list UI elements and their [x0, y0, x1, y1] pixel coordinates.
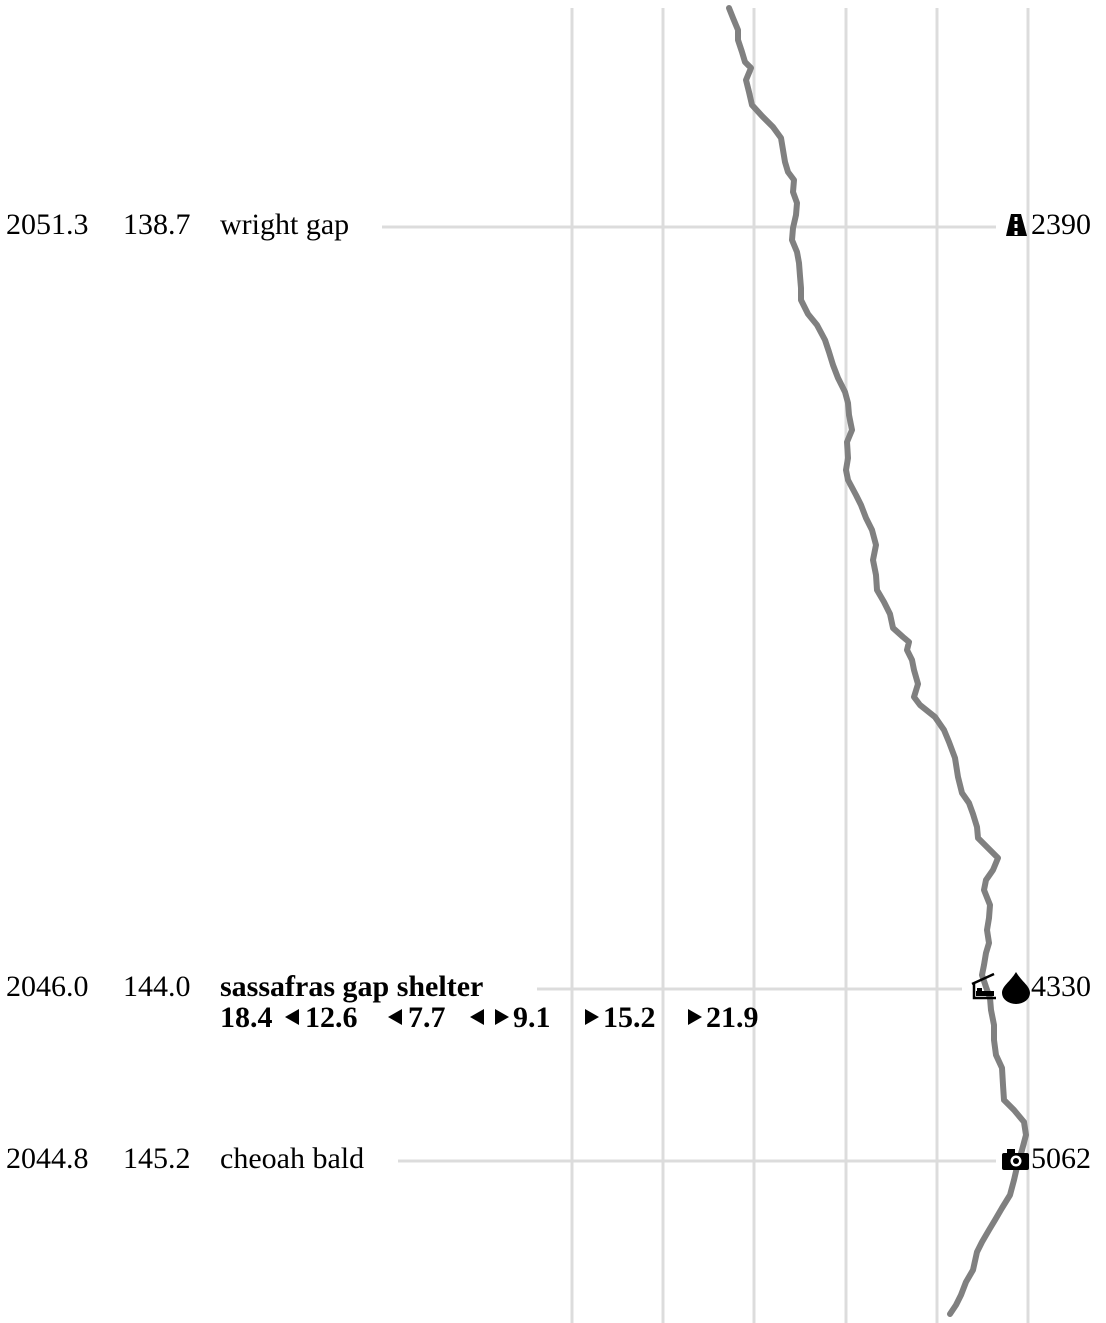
- sobo-mile: 144.0: [123, 970, 191, 1003]
- arrow-left-icon: [470, 1009, 484, 1025]
- nobo-mile: 2044.8: [6, 1142, 89, 1175]
- sobo-mile: 145.2: [123, 1142, 191, 1175]
- distance-south-1: 18.4: [220, 1001, 273, 1034]
- distance-south-2: 12.6: [305, 1001, 358, 1034]
- water-icon: [1002, 972, 1030, 1004]
- camera-icon: [1002, 1149, 1029, 1170]
- arrow-right-icon: [688, 1009, 702, 1025]
- waypoint-wright-gap[interactable]: 2051.3 138.7 wright gap 2390: [6, 208, 1091, 241]
- arrow-right-icon: [585, 1009, 599, 1025]
- arrow-right-icon: [495, 1009, 509, 1025]
- elevation-grid: [570, 8, 1030, 1323]
- distance-south-3: 7.7: [408, 1001, 446, 1034]
- road-icon: [1006, 214, 1027, 236]
- elevation-label: 4330: [1031, 970, 1091, 1003]
- elevation-label: 5062: [1031, 1142, 1091, 1175]
- nobo-mile: 2051.3: [6, 208, 89, 241]
- waypoint-cheoah-bald[interactable]: 2044.8 145.2 cheoah bald 5062: [6, 1142, 1091, 1175]
- elevation-label: 2390: [1031, 208, 1091, 241]
- distance-north-2: 15.2: [603, 1001, 656, 1034]
- sobo-mile: 138.7: [123, 208, 191, 241]
- waypoint-name: cheoah bald: [220, 1142, 364, 1175]
- shelter-icon: [971, 972, 996, 1000]
- waypoint-name: wright gap: [220, 208, 349, 241]
- nobo-mile: 2046.0: [6, 970, 89, 1003]
- arrow-left-icon: [388, 1009, 402, 1025]
- distance-north-3: 21.9: [706, 1001, 759, 1034]
- distance-north-1: 9.1: [513, 1001, 551, 1034]
- elevation-profile-line: [726, 5, 1029, 1317]
- arrow-left-icon: [285, 1009, 299, 1025]
- waypoint-sassafras-gap-shelter[interactable]: 2046.0 144.0 sassafras gap shelter 18.4 …: [6, 970, 1091, 1034]
- waypoint-leaders: [382, 225, 996, 1163]
- waypoint-name: sassafras gap shelter: [220, 970, 483, 1003]
- shelter-distances: 18.4 12.6 7.7 9.1 15.2 21.9: [220, 1001, 759, 1034]
